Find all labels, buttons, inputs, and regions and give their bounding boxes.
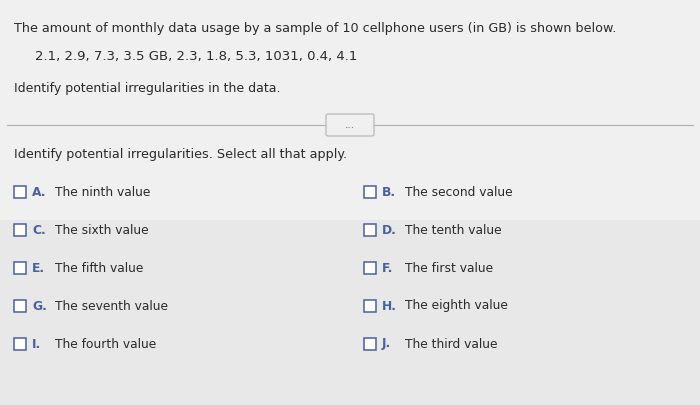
Bar	[14, 186, 26, 198]
Text: ...: ...	[345, 120, 355, 130]
Bar	[364, 262, 376, 274]
Text: B.: B.	[382, 185, 396, 198]
Text: The ninth value: The ninth value	[55, 185, 150, 198]
Bar	[14, 338, 26, 350]
Text: D.: D.	[382, 224, 397, 237]
Bar	[14, 224, 26, 236]
Text: A.: A.	[32, 185, 46, 198]
Bar	[364, 338, 376, 350]
Text: E.: E.	[32, 262, 45, 275]
Bar	[14, 300, 26, 312]
Text: C.: C.	[32, 224, 46, 237]
Text: The eighth value: The eighth value	[405, 300, 508, 313]
Text: The sixth value: The sixth value	[55, 224, 148, 237]
Text: The third value: The third value	[405, 337, 498, 350]
Bar	[14, 262, 26, 274]
Text: Identify potential irregularities in the data.: Identify potential irregularities in the…	[14, 82, 281, 95]
Text: J.: J.	[382, 337, 391, 350]
Text: The first value: The first value	[405, 262, 493, 275]
Bar	[0, 0, 700, 220]
Text: I.: I.	[32, 337, 41, 350]
FancyBboxPatch shape	[326, 114, 374, 136]
Text: G.: G.	[32, 300, 47, 313]
Text: Identify potential irregularities. Select all that apply.: Identify potential irregularities. Selec…	[14, 148, 347, 161]
Bar	[0, 220, 700, 405]
Text: The fourth value: The fourth value	[55, 337, 156, 350]
Text: F.: F.	[382, 262, 393, 275]
Text: 2.1, 2.9, 7.3, 3.5 GB, 2.3, 1.8, 5.3, 1031, 0.4, 4.1: 2.1, 2.9, 7.3, 3.5 GB, 2.3, 1.8, 5.3, 10…	[35, 50, 358, 63]
Bar	[364, 300, 376, 312]
Text: The seventh value: The seventh value	[55, 300, 168, 313]
Bar	[364, 224, 376, 236]
Text: The second value: The second value	[405, 185, 512, 198]
Text: The fifth value: The fifth value	[55, 262, 144, 275]
Bar	[364, 186, 376, 198]
Text: The amount of monthly data usage by a sample of 10 cellphone users (in GB) is sh: The amount of monthly data usage by a sa…	[14, 22, 617, 35]
Text: The tenth value: The tenth value	[405, 224, 502, 237]
Text: H.: H.	[382, 300, 397, 313]
